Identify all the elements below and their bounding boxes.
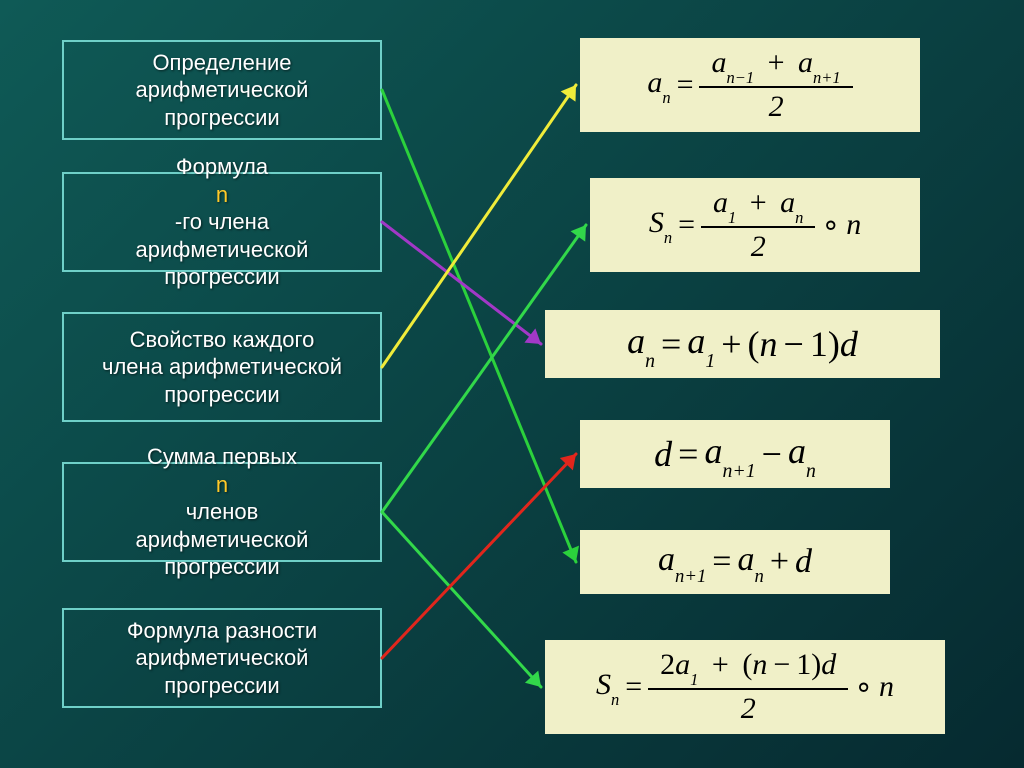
- connector-arrow: [382, 222, 541, 344]
- label-line: члена арифметической: [102, 353, 342, 381]
- label-line: прогрессии: [164, 381, 279, 409]
- label-line: арифметической: [136, 644, 309, 672]
- definition-box: Формула n-го членаарифметическойпрогресс…: [62, 172, 382, 272]
- definition-box: Формула разностиарифметическойпрогрессии: [62, 608, 382, 708]
- label-line: Определение: [152, 49, 291, 77]
- formula-box: Sn=2a1 + (n−1)d2∘n: [545, 640, 945, 734]
- label-line: прогрессии: [164, 672, 279, 700]
- definition-box: Свойство каждогочлена арифметическойпрог…: [62, 312, 382, 422]
- definition-box: Сумма первых n членоварифметическойпрогр…: [62, 462, 382, 562]
- formula-box: an=an−1 + an+12: [580, 38, 920, 132]
- label-line: Сумма первых n членов: [147, 443, 297, 526]
- connector-arrow: [382, 454, 576, 658]
- formula-box: an=a1+(n−1)d: [545, 310, 940, 378]
- label-line: Формула разности: [127, 617, 317, 645]
- formula-box: d=an+1−an: [580, 420, 890, 488]
- label-line: Свойство каждого: [130, 326, 315, 354]
- label-line: прогрессии: [164, 104, 279, 132]
- label-line: Формула n-го члена: [175, 153, 269, 236]
- label-line: арифметической: [136, 526, 309, 554]
- label-line: прогрессии: [164, 553, 279, 581]
- slide-canvas: ОпределениеарифметическойпрогрессииФорму…: [0, 0, 1024, 768]
- connector-arrow: [382, 512, 541, 687]
- label-line: прогрессии: [164, 263, 279, 291]
- definition-box: Определениеарифметическойпрогрессии: [62, 40, 382, 140]
- label-line: арифметической: [136, 236, 309, 264]
- formula-box: Sn=a1 + an2∘n: [590, 178, 920, 272]
- formula-box: an+1=an+d: [580, 530, 890, 594]
- label-line: арифметической: [136, 76, 309, 104]
